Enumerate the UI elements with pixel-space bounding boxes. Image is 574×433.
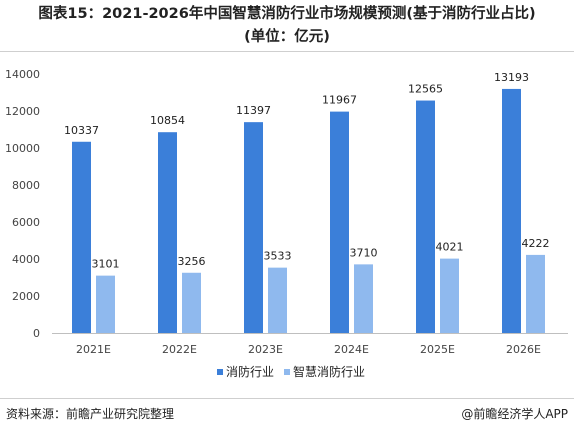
bar-smart-fire-protection [354, 264, 373, 333]
data-label: 3256 [178, 255, 206, 268]
bar-fire-protection [502, 88, 521, 333]
data-label: 10854 [150, 114, 185, 127]
y-tick-label: 14000 [5, 68, 40, 81]
bar-fire-protection [416, 100, 435, 333]
data-label: 3533 [264, 250, 292, 263]
data-label: 10337 [64, 124, 99, 137]
x-tick-label: 2022E [162, 343, 197, 356]
data-label: 3101 [92, 258, 120, 271]
data-label: 11397 [236, 104, 271, 117]
legend-label: 智慧消防行业 [293, 364, 365, 379]
bar-fire-protection [72, 141, 91, 333]
bar-smart-fire-protection [440, 258, 459, 333]
source-note: 资料来源：前瞻产业研究院整理 [6, 407, 175, 421]
y-tick-label: 2000 [12, 290, 40, 303]
x-tick-label: 2021E [76, 343, 111, 356]
chart-title: 图表15：2021-2026年中国智慧消防行业市场规模预测(基于消防行业占比) [38, 6, 536, 22]
x-tick-label: 2025E [420, 343, 455, 356]
bar-smart-fire-protection [526, 254, 545, 333]
bar-smart-fire-protection [268, 267, 287, 333]
y-tick-label: 10000 [5, 142, 40, 155]
y-tick-label: 8000 [12, 179, 40, 192]
bar-fire-protection [244, 122, 263, 333]
data-label: 13193 [494, 71, 529, 84]
credit-note: @前瞻经济学人APP [461, 407, 568, 421]
bar-smart-fire-protection [182, 272, 201, 333]
data-label: 4021 [436, 241, 464, 254]
data-label: 4222 [522, 237, 550, 250]
legend-swatch [217, 369, 223, 375]
bar-fire-protection [330, 111, 349, 333]
legend-swatch [284, 369, 290, 375]
data-label: 3710 [350, 246, 378, 259]
x-tick-label: 2023E [248, 343, 283, 356]
y-tick-label: 6000 [12, 216, 40, 229]
y-tick-label: 4000 [12, 253, 40, 266]
y-tick-label: 12000 [5, 105, 40, 118]
chart-unit: (单位：亿元) [244, 29, 330, 45]
y-tick-label: 0 [33, 327, 40, 340]
x-tick-label: 2024E [334, 343, 369, 356]
data-label: 11967 [322, 94, 357, 107]
bar-fire-protection [158, 132, 177, 333]
data-label: 12565 [408, 83, 443, 96]
top-divider [0, 51, 574, 52]
legend-label: 消防行业 [226, 364, 274, 379]
bar-smart-fire-protection [96, 275, 115, 333]
bottom-divider [0, 398, 574, 399]
x-tick-label: 2026E [506, 343, 541, 356]
